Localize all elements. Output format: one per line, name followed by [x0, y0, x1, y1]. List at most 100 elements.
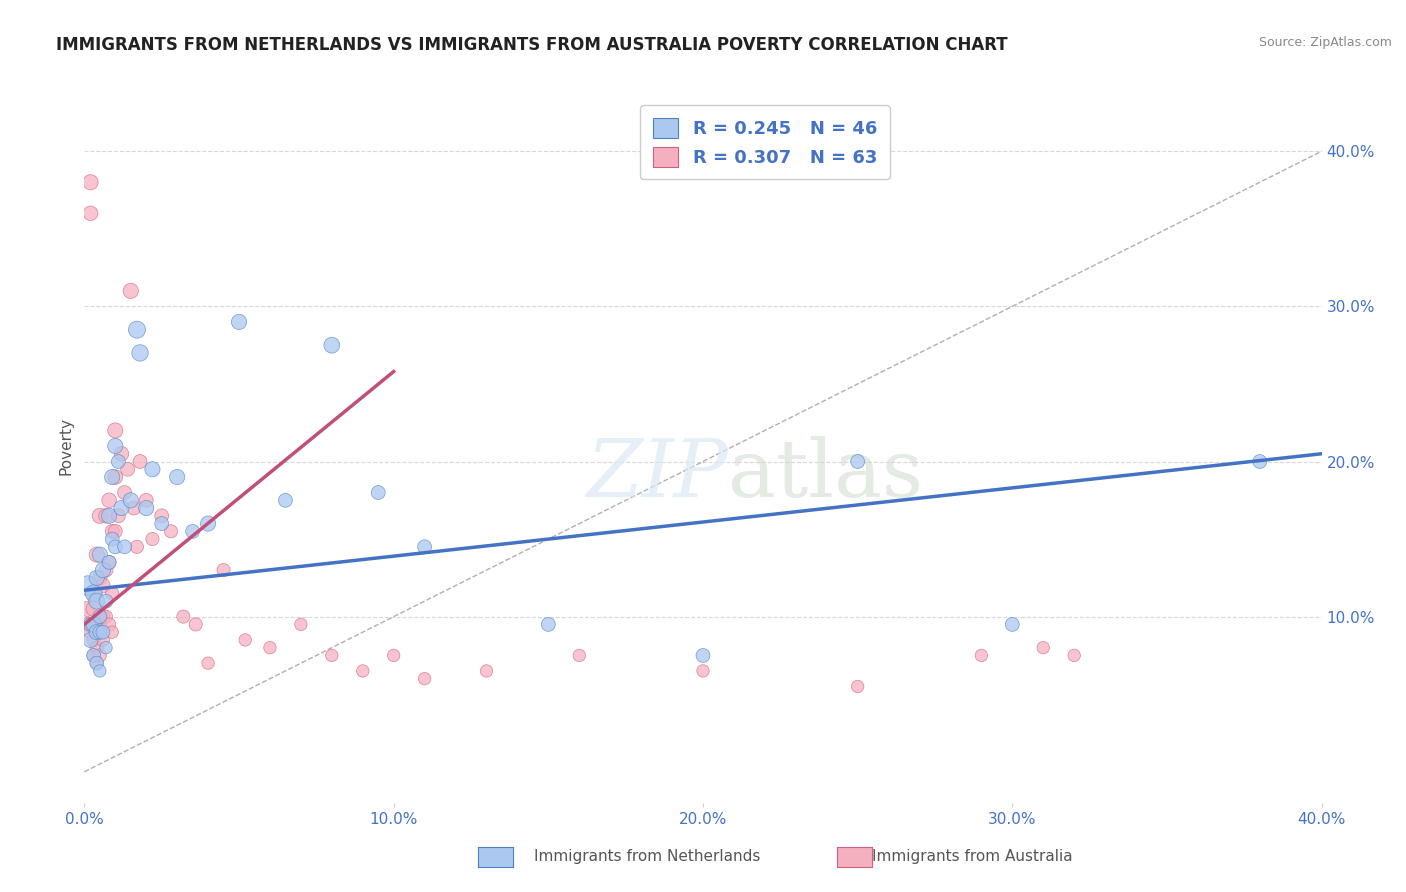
Point	[382, 648, 405, 663]
Point	[98, 555, 121, 569]
Text: Immigrants from Australia: Immigrants from Australia	[872, 849, 1073, 863]
Point	[98, 508, 121, 523]
Point	[846, 454, 869, 468]
Point	[91, 609, 114, 624]
Point	[117, 462, 139, 476]
Point	[91, 579, 114, 593]
Point	[104, 424, 127, 438]
Y-axis label: Poverty: Poverty	[58, 417, 73, 475]
Point	[692, 648, 714, 663]
Point	[83, 648, 105, 663]
Point	[135, 493, 157, 508]
Text: Source: ZipAtlas.com: Source: ZipAtlas.com	[1258, 36, 1392, 49]
Point	[79, 206, 101, 220]
Point	[101, 532, 124, 546]
Point	[110, 447, 132, 461]
Point	[91, 563, 114, 577]
Point	[135, 501, 157, 516]
Point	[101, 625, 124, 640]
Point	[94, 563, 117, 577]
Point	[1001, 617, 1024, 632]
Point	[321, 338, 343, 352]
Point	[86, 656, 108, 670]
Point	[101, 524, 124, 539]
Point	[98, 555, 121, 569]
Point	[83, 617, 105, 632]
Point	[104, 439, 127, 453]
Point	[86, 625, 108, 640]
Point	[86, 625, 108, 640]
Point	[107, 508, 129, 523]
Point	[367, 485, 389, 500]
Point	[89, 571, 111, 585]
Point	[321, 648, 343, 663]
Text: IMMIGRANTS FROM NETHERLANDS VS IMMIGRANTS FROM AUSTRALIA POVERTY CORRELATION CHA: IMMIGRANTS FROM NETHERLANDS VS IMMIGRANT…	[56, 36, 1008, 54]
Point	[150, 508, 173, 523]
Point	[83, 648, 105, 663]
Point	[76, 602, 98, 616]
Point	[101, 470, 124, 484]
Point	[86, 640, 108, 655]
Point	[125, 323, 148, 337]
Point	[122, 501, 145, 516]
Point	[79, 625, 101, 640]
Point	[86, 548, 108, 562]
Point	[475, 664, 498, 678]
Point	[94, 609, 117, 624]
Point	[160, 524, 183, 539]
Point	[129, 346, 152, 360]
Point	[86, 594, 108, 608]
Point	[537, 617, 560, 632]
Point	[413, 540, 436, 554]
Point	[352, 664, 374, 678]
Point	[197, 656, 219, 670]
Point	[89, 508, 111, 523]
Point	[98, 493, 121, 508]
Point	[98, 617, 121, 632]
Point	[120, 284, 142, 298]
Point	[83, 617, 105, 632]
Point	[89, 609, 111, 624]
Point	[141, 462, 163, 476]
Point	[114, 485, 136, 500]
Point	[970, 648, 993, 663]
Point	[86, 571, 108, 585]
Point	[89, 664, 111, 678]
Point	[94, 640, 117, 655]
Point	[89, 548, 111, 562]
Point	[94, 594, 117, 608]
Point	[568, 648, 591, 663]
Point	[79, 175, 101, 189]
Legend: R = 0.245   N = 46, R = 0.307   N = 63: R = 0.245 N = 46, R = 0.307 N = 63	[640, 105, 890, 179]
Point	[83, 632, 105, 647]
Point	[114, 540, 136, 554]
Text: atlas: atlas	[728, 435, 922, 514]
Point	[259, 640, 281, 655]
Point	[89, 648, 111, 663]
Point	[104, 524, 127, 539]
Point	[692, 664, 714, 678]
Point	[89, 617, 111, 632]
Point	[91, 625, 114, 640]
Point	[89, 625, 111, 640]
Point	[91, 632, 114, 647]
Point	[76, 579, 98, 593]
Point	[1249, 454, 1271, 468]
Point	[233, 632, 256, 647]
Point	[79, 632, 101, 647]
Point	[184, 617, 207, 632]
Point	[141, 532, 163, 546]
Point	[86, 656, 108, 670]
Point	[107, 454, 129, 468]
Point	[181, 524, 204, 539]
Point	[228, 315, 250, 329]
Point	[83, 586, 105, 600]
Point	[110, 501, 132, 516]
Point	[79, 617, 101, 632]
Point	[83, 602, 105, 616]
Point	[120, 493, 142, 508]
Point	[150, 516, 173, 531]
Point	[172, 609, 194, 624]
Point	[94, 508, 117, 523]
Point	[104, 540, 127, 554]
